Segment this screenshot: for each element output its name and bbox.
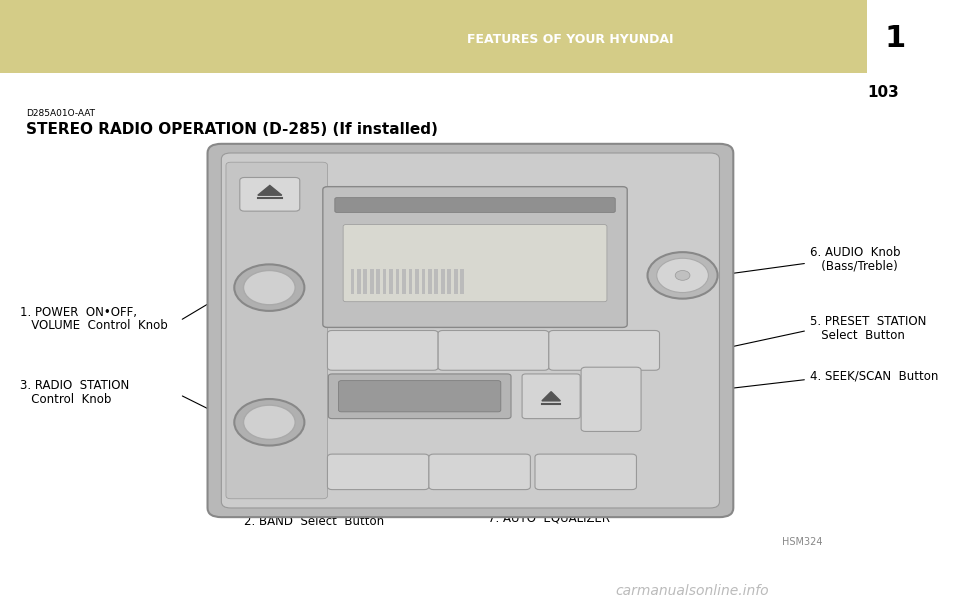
Circle shape [647, 252, 718, 299]
Text: 7. AUTO  EQUALIZER: 7. AUTO EQUALIZER [488, 512, 610, 525]
Text: 3. RADIO  STATION: 3. RADIO STATION [20, 379, 130, 392]
FancyBboxPatch shape [522, 374, 580, 419]
Text: << >>: << >> [348, 346, 381, 355]
Text: TAPE · CD: TAPE · CD [456, 467, 503, 477]
Text: D285A01O-AAT: D285A01O-AAT [26, 109, 95, 118]
Bar [409, 269, 412, 294]
FancyBboxPatch shape [335, 198, 615, 212]
Bar [428, 269, 432, 294]
Text: SEEK
SCAN: SEEK SCAN [602, 395, 621, 409]
FancyBboxPatch shape [207, 144, 733, 517]
Text: AUTO EQ: AUTO EQ [564, 467, 608, 477]
Circle shape [244, 271, 295, 305]
Bar [454, 269, 458, 294]
Text: 6: 6 [644, 345, 650, 356]
Bar [402, 269, 406, 294]
Polygon shape [541, 392, 561, 401]
FancyBboxPatch shape [844, 75, 923, 110]
Bar [447, 269, 451, 294]
FancyBboxPatch shape [240, 177, 300, 211]
Text: FEATURES OF YOUR HYUNDAI: FEATURES OF YOUR HYUNDAI [467, 33, 673, 47]
Text: 1: 1 [337, 345, 343, 356]
Text: 5: 5 [558, 345, 564, 356]
Text: 2: 2 [422, 345, 429, 356]
Text: ►: ► [287, 419, 292, 425]
Text: STEREO RADIO OPERATION (D-285) (If installed): STEREO RADIO OPERATION (D-285) (If insta… [26, 122, 438, 137]
Bar [415, 269, 419, 294]
FancyBboxPatch shape [581, 367, 641, 431]
Text: VOL: VOL [263, 280, 276, 285]
Bar [389, 269, 393, 294]
FancyBboxPatch shape [222, 153, 719, 508]
Text: ◄: ◄ [247, 419, 252, 425]
Bar [421, 269, 425, 294]
Text: ▲: ▲ [608, 378, 614, 387]
Text: Select  Button: Select Button [810, 329, 904, 342]
Text: TUNE: TUNE [261, 420, 277, 425]
Text: RDM: RDM [478, 346, 499, 355]
Text: 3: 3 [447, 345, 453, 356]
Circle shape [234, 264, 304, 311]
Text: 5. PRESET  STATION: 5. PRESET STATION [810, 315, 926, 328]
FancyBboxPatch shape [328, 374, 511, 419]
FancyBboxPatch shape [867, 0, 923, 76]
Text: 1. POWER  ON•OFF,: 1. POWER ON•OFF, [20, 305, 137, 319]
Bar [383, 269, 387, 294]
FancyBboxPatch shape [535, 454, 636, 490]
Bar [460, 269, 464, 294]
Text: 4. SEEK/SCAN  Button: 4. SEEK/SCAN Button [810, 370, 938, 383]
Text: 6. AUDIO  Knob: 6. AUDIO Knob [810, 245, 900, 259]
Text: 4: 4 [534, 345, 540, 356]
Text: CarManuals2.com: CarManuals2.com [399, 458, 523, 472]
Text: CD    ST: CD ST [445, 244, 486, 252]
Text: VOLUME  Control  Knob: VOLUME Control Knob [20, 319, 168, 332]
Bar [364, 269, 367, 294]
Text: carmanualsonline.info: carmanualsonline.info [615, 584, 769, 597]
Text: HSM324: HSM324 [782, 537, 823, 547]
Bar [357, 269, 361, 294]
Text: SIDE: SIDE [585, 346, 606, 355]
Text: FM21AM: FM21AM [388, 243, 423, 253]
Bar [370, 269, 373, 294]
Text: 2. BAND  Select  Button: 2. BAND Select Button [244, 515, 384, 528]
FancyBboxPatch shape [438, 330, 549, 370]
Text: 1: 1 [884, 24, 905, 53]
FancyBboxPatch shape [343, 225, 607, 302]
Text: disc: disc [342, 219, 360, 228]
Text: MONSOON: MONSOON [247, 222, 292, 231]
Bar [396, 269, 399, 294]
FancyBboxPatch shape [549, 330, 660, 370]
FancyBboxPatch shape [0, 0, 923, 73]
Text: ►: ► [287, 285, 292, 291]
Bar [441, 269, 444, 294]
Text: 100.7: 100.7 [441, 263, 491, 282]
FancyBboxPatch shape [339, 381, 501, 412]
Text: (Bass/Treble): (Bass/Treble) [810, 259, 898, 273]
Text: ◄: ◄ [247, 285, 252, 291]
Bar [435, 269, 438, 294]
FancyBboxPatch shape [429, 454, 530, 490]
Text: ▼: ▼ [608, 418, 614, 427]
Polygon shape [258, 185, 282, 195]
FancyBboxPatch shape [327, 454, 429, 490]
Bar [376, 269, 380, 294]
Text: PUSH AUDIO: PUSH AUDIO [570, 219, 618, 228]
FancyBboxPatch shape [323, 187, 627, 327]
Circle shape [244, 405, 295, 439]
Text: Control  Knob: Control Knob [20, 392, 111, 406]
Text: DOLBY B NR: DOLBY B NR [398, 394, 441, 399]
Circle shape [675, 271, 690, 280]
Text: PWR: PWR [263, 290, 276, 295]
Text: AM · FM: AM · FM [359, 467, 397, 477]
Circle shape [657, 258, 708, 293]
Text: 103: 103 [867, 85, 899, 100]
FancyBboxPatch shape [226, 162, 327, 499]
FancyBboxPatch shape [327, 330, 438, 370]
Bar [350, 269, 354, 294]
Circle shape [234, 399, 304, 446]
